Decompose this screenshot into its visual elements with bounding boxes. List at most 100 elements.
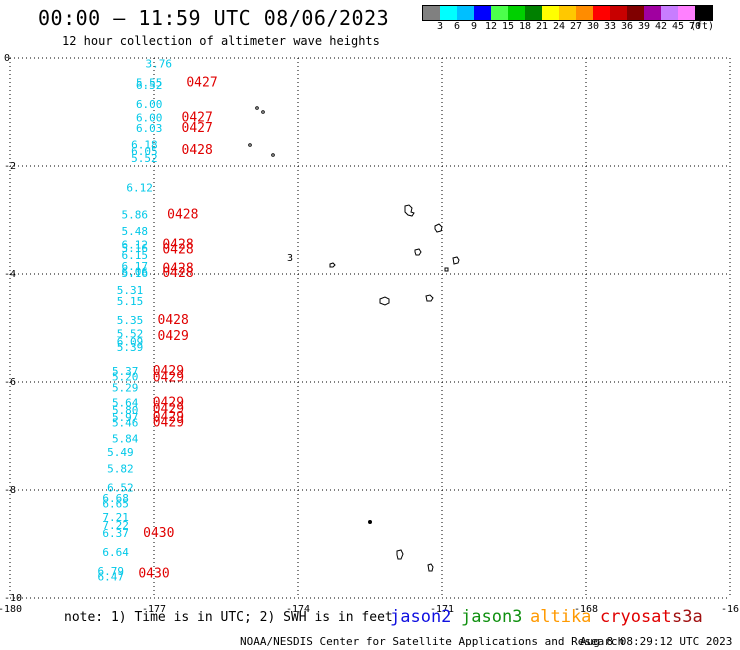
time-label: 0429 [153, 396, 184, 411]
wave-height-label: 5.15 [117, 295, 144, 308]
wave-height-label: 5.52 [131, 152, 158, 165]
time-label: 0429 [153, 402, 184, 417]
island-outlines [248, 106, 460, 572]
scale-label: 70 [688, 21, 702, 32]
wave-height-label: 5.16 [122, 267, 149, 280]
axis-tick-labels: -180 -177 -174 -171 -168 -16 0 -2 -4 -6 -8 -10 [0, 53, 739, 615]
scale-swatch [678, 6, 695, 20]
wave-height-label: 5.97 [112, 411, 139, 424]
wave-height-label: 6.00 [136, 98, 163, 111]
time-label: 0429 [153, 371, 184, 386]
wave-height-label: 6.05 [131, 145, 158, 158]
wave-height-label: 5.31 [117, 284, 144, 297]
scale-swatch [661, 6, 678, 20]
scale-label: 39 [637, 21, 651, 32]
wave-height-label: 6.68 [102, 492, 129, 505]
scale-label: 36 [620, 21, 634, 32]
altimeter-labels: 3.765.556.526.006.006.036.186.055.526.12… [98, 57, 293, 583]
y-tick-label: -2 [4, 161, 16, 172]
color-scale-labels: 3 6 9 12 15 18 21 24 27 30 33 36 39 42 45 70 (ft) [422, 21, 740, 33]
satellite-altika: altika [530, 607, 592, 627]
scale-label: 33 [603, 21, 617, 32]
time-label: 0430 [143, 526, 174, 541]
wave-height-label: 5.48 [122, 225, 149, 238]
wave-height-label: 6.15 [122, 249, 149, 262]
scale-label: 30 [586, 21, 600, 32]
satellite-cryosat: cryosat [600, 607, 672, 627]
wave-height-label: 5.39 [117, 341, 144, 354]
wave-height-label: 6.17 [122, 260, 149, 273]
x-tick-label: -168 [574, 604, 598, 615]
wave-height-label: 5.49 [107, 446, 134, 459]
scale-swatch [423, 6, 440, 20]
scale-swatch [593, 6, 610, 20]
wave-height-label: 5.80 [112, 404, 139, 417]
scale-swatch [644, 6, 661, 20]
island-dot [261, 110, 265, 114]
scale-swatch [508, 6, 525, 20]
scale-label: 27 [569, 21, 583, 32]
time-label: 0430 [138, 567, 169, 582]
scale-label: 9 [470, 21, 478, 32]
wave-height-label: 6.65 [102, 498, 129, 511]
scale-swatch [610, 6, 627, 20]
wave-height-label: 6.52 [136, 79, 163, 92]
satellite-jason2: jason2 [390, 607, 452, 627]
time-label: 0427 [186, 75, 217, 90]
footer-credit: NOAA/NESDIS Center for Satellite Applica… [240, 635, 625, 648]
satellite-jason3: jason3 [461, 607, 523, 627]
wave-height-label: 3.76 [146, 57, 173, 70]
time-label: 0428 [158, 313, 189, 328]
scale-swatch [491, 6, 508, 20]
satellite-s3a: s3a [672, 607, 703, 627]
wave-height-label: 6.06 [122, 265, 149, 278]
time-label: 0429 [153, 410, 184, 425]
scale-label: 12 [484, 21, 498, 32]
wave-height-label: 5.29 [112, 381, 139, 394]
x-tick-label: -16 [721, 604, 739, 615]
map-grid [9, 57, 731, 599]
scale-swatch [440, 6, 457, 20]
scale-label: 45 [671, 21, 685, 32]
wave-height-label: 6.12 [126, 182, 153, 195]
y-tick-label: -10 [4, 593, 22, 604]
wave-height-label: 6.09 [117, 336, 144, 349]
time-label: 0428 [162, 266, 193, 281]
scale-label: 6 [453, 21, 461, 32]
wave-height-label: 5.64 [112, 397, 139, 410]
time-label: 0429 [153, 364, 184, 379]
island-dot [255, 106, 259, 110]
island-shape [425, 294, 434, 302]
footer-timestamp: Aug 8 08:29:12 UTC 2023 [580, 635, 733, 648]
scale-label: 42 [654, 21, 668, 32]
wave-height-label: 6.37 [102, 527, 129, 540]
scale-swatch [474, 6, 491, 20]
scale-swatch [627, 6, 644, 20]
x-tick-label: -180 [0, 604, 22, 615]
time-label: 0428 [167, 208, 198, 223]
scale-label: 3 [436, 21, 444, 32]
wave-height-label: 6.52 [107, 481, 134, 494]
map-label: 3 [287, 253, 293, 264]
wave-height-color-scale [422, 5, 713, 21]
island-dot [368, 520, 372, 524]
scale-label: (ft) [689, 21, 715, 32]
island-shape [379, 296, 390, 306]
scale-swatch [695, 6, 712, 20]
wave-height-label: 6.64 [102, 546, 129, 559]
island-shape [427, 563, 434, 572]
wave-height-label: 5.16 [122, 242, 149, 255]
map-title: 00:00 – 11:59 UTC 08/06/2023 [38, 6, 390, 30]
wave-height-label: 7.21 [102, 511, 129, 524]
wave-height-label: 5.46 [112, 417, 139, 430]
time-label: 0428 [162, 262, 193, 277]
wave-height-label: 5.82 [107, 462, 134, 475]
scale-swatch [457, 6, 474, 20]
time-label: 0428 [162, 237, 193, 252]
time-label: 0429 [153, 416, 184, 431]
wave-height-label: 5.20 [112, 371, 139, 384]
scale-swatch [559, 6, 576, 20]
wave-height-label: 6.12 [122, 238, 149, 251]
x-tick-label: -171 [430, 604, 454, 615]
